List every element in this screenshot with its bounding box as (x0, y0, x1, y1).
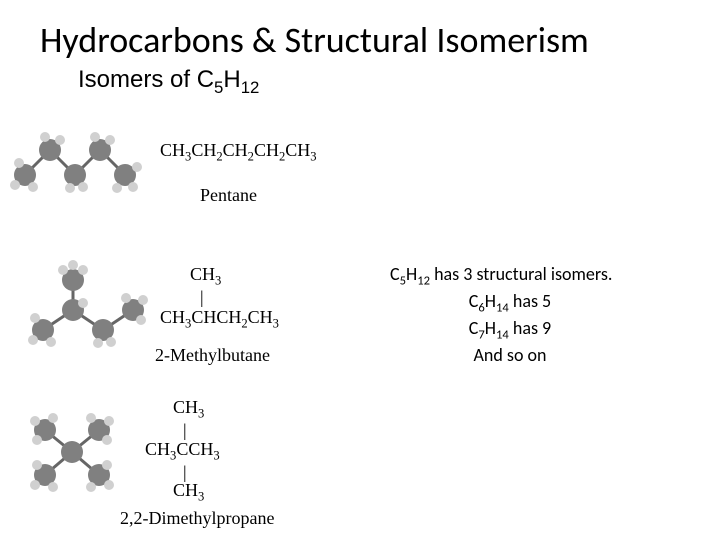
dimethylpropane-formula: CH3 | CH3CCH3 | CH3 (145, 398, 220, 504)
pentane-formula: CH3CH2CH2CH2CH3 (160, 140, 317, 165)
slide-title: Hydrocarbons & Structural Isomerism (40, 18, 589, 62)
subtitle-sub2: 12 (241, 78, 260, 97)
subtitle-prefix: Isomers of C (78, 66, 214, 93)
info-line-1: C5H12 has 3 structural isomers. (390, 263, 630, 290)
dimethylpropane-model (15, 395, 130, 510)
info-block: C5H12 has 3 structural isomers. C6H14 ha… (390, 263, 630, 367)
dimethylpropane-name: 2,2-Dimethylpropane (120, 508, 274, 529)
methylbutane-formula: CH3 | CH3CHCH2CH3 (160, 265, 279, 332)
methylbutane-model (18, 255, 153, 370)
subtitle-mid: H (223, 66, 240, 93)
subtitle-sub1: 5 (214, 78, 223, 97)
pentane-model (5, 115, 160, 200)
info-line-4: And so on (390, 344, 630, 367)
info-line-2: C6H14 has 5 (390, 290, 630, 317)
pentane-name: Pentane (200, 185, 257, 206)
subtitle: Isomers of C5H12 (78, 66, 259, 98)
info-line-3: C7H14 has 9 (390, 317, 630, 344)
methylbutane-name: 2-Methylbutane (155, 345, 270, 366)
